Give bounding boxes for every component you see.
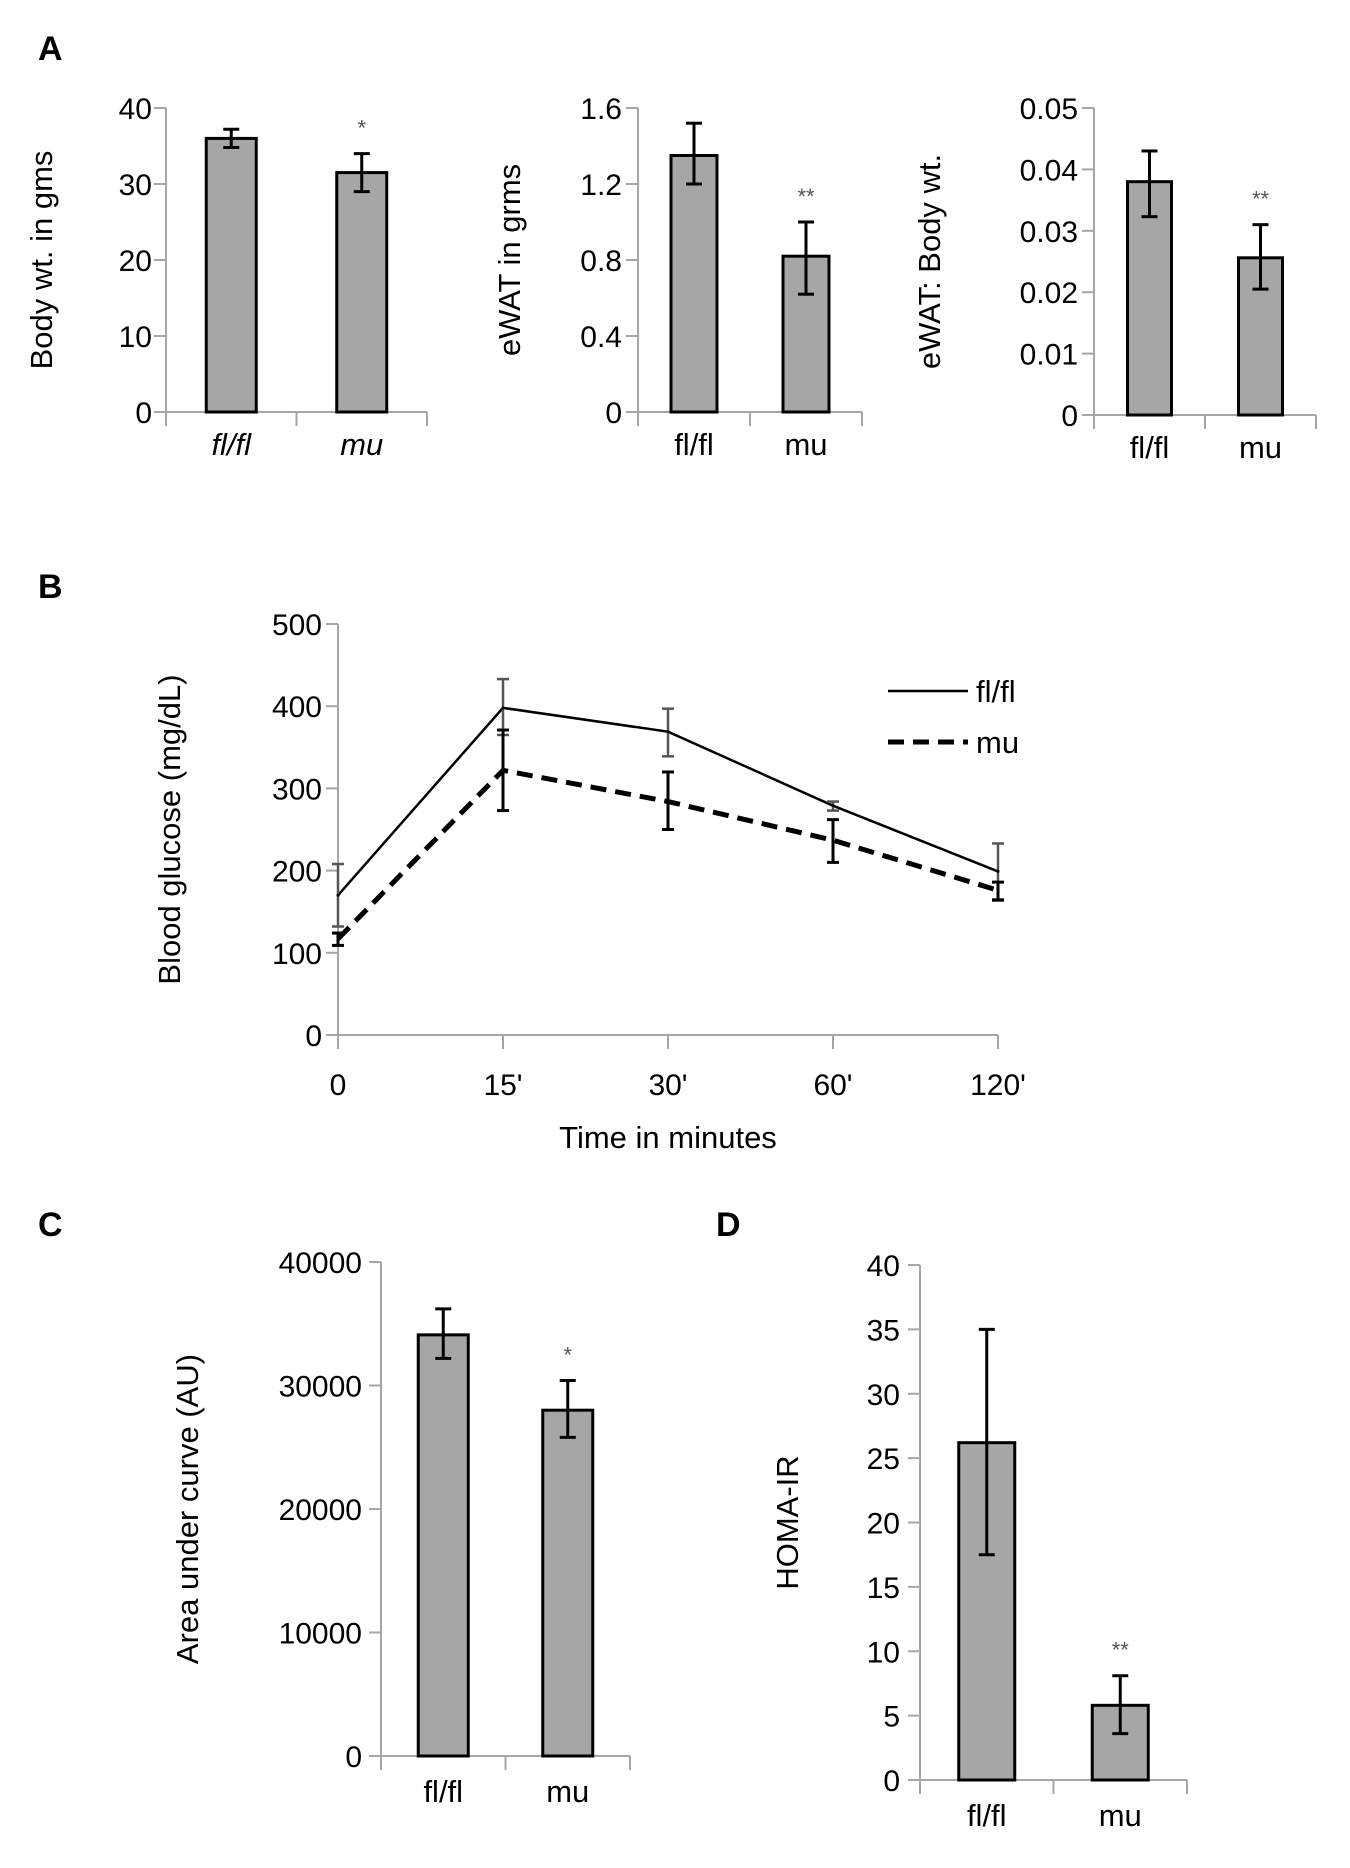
y-axis-label: eWAT: Body wt. (912, 154, 947, 369)
y-tick-label: 40 (119, 93, 152, 126)
data-point (831, 804, 835, 808)
x-axis-label: Time in minutes (559, 1120, 777, 1155)
data-point (831, 838, 835, 842)
bar-fl-fl (669, 154, 719, 414)
y-tick-label: 0 (135, 397, 152, 430)
panel-label-d: D (716, 1206, 741, 1244)
chart-a3: 0 0.01 0.02 0.03 0.04 0.05 eWAT: Body wt. fl/fl… (912, 93, 1317, 465)
y-tick-label: 0 (605, 397, 622, 430)
category-label: fl/fl (674, 427, 714, 462)
y-tick-label: 10000 (279, 1618, 362, 1651)
legend-label-mu: mu (976, 725, 1019, 760)
bar-mu (541, 1408, 595, 1758)
y-tick-label: 40 (867, 1250, 900, 1283)
y-tick-label: 20 (119, 245, 152, 278)
chart-d: 0 5 10 15 20 25 30 35 40 HOMA-IR fl/fl ** mu (770, 1250, 1188, 1833)
y-tick-label: 0 (305, 1020, 322, 1053)
y-tick-label: 30 (867, 1379, 900, 1412)
data-point (996, 888, 1000, 892)
significance-marker: ** (1112, 1638, 1130, 1663)
category-label: mu (784, 427, 827, 462)
category-label: fl/fl (967, 1798, 1007, 1833)
y-tick-label: 30 (119, 169, 152, 202)
y-tick-label: 0 (1061, 400, 1078, 433)
significance-marker: * (563, 1343, 572, 1368)
y-tick-label: 20000 (279, 1494, 362, 1527)
y-tick-label: 30000 (279, 1371, 362, 1404)
y-tick-label: 1.6 (580, 93, 622, 126)
category-label: fl/fl (1130, 430, 1170, 465)
data-point (666, 800, 670, 804)
y-tick-label: 0.02 (1020, 277, 1078, 310)
data-point (501, 768, 505, 772)
chart-c: 0 10000 20000 30000 40000 Area under curve (A… (170, 1247, 631, 1809)
chart-b: 0 100 200 300 400 500 Blood glucose (mg/dL) 0 15… (152, 609, 1026, 1155)
x-tick-label: 15' (483, 1069, 522, 1102)
y-axis-label: Blood glucose (mg/dL) (152, 674, 187, 984)
category-label: fl/fl (211, 427, 252, 462)
x-tick-label: 0 (330, 1069, 347, 1102)
category-label: mu (1099, 1798, 1142, 1833)
y-tick-label: 0.8 (580, 245, 622, 278)
x-tick-label: 120' (970, 1069, 1026, 1102)
y-tick-label: 10 (119, 321, 152, 354)
category-label: mu (340, 427, 383, 462)
panel-label-a: A (38, 30, 63, 68)
y-tick-label: 0.4 (580, 321, 622, 354)
bar-fl-fl (1126, 180, 1173, 417)
y-tick-label: 35 (867, 1314, 900, 1347)
y-tick-label: 5 (883, 1701, 900, 1734)
data-point (336, 893, 340, 897)
significance-marker: ** (1252, 187, 1270, 212)
y-tick-label: 40000 (279, 1247, 362, 1280)
category-label: fl/fl (423, 1774, 463, 1809)
panel-label-b: B (38, 568, 63, 606)
y-tick-label: 0.03 (1020, 216, 1078, 249)
y-tick-label: 20 (867, 1508, 900, 1541)
y-tick-label: 0.05 (1020, 93, 1078, 126)
panel-label-c: C (38, 1206, 63, 1244)
legend-label-fl-fl: fl/fl (976, 674, 1016, 709)
y-tick-label: 25 (867, 1443, 900, 1476)
significance-marker: * (357, 116, 366, 141)
chart-a2: 0 0.4 0.8 1.2 1.6 eWAT in grms fl/fl ** mu (492, 93, 863, 462)
chart-a1: 0 10 20 30 40 Body wt. in gms fl/fl * mu (24, 93, 428, 462)
y-tick-label: 10 (867, 1636, 900, 1669)
y-tick-label: 300 (272, 773, 322, 806)
bar-fl-fl (204, 136, 258, 414)
y-tick-label: 0 (345, 1741, 362, 1774)
data-point (501, 706, 505, 710)
y-tick-label: 400 (272, 691, 322, 724)
y-tick-label: 100 (272, 938, 322, 971)
category-label: mu (1239, 430, 1282, 465)
y-axis-label: Body wt. in gms (24, 151, 59, 370)
y-tick-label: 500 (272, 609, 322, 642)
y-tick-label: 0 (883, 1765, 900, 1798)
y-tick-label: 0.04 (1020, 154, 1078, 187)
data-point (666, 730, 670, 734)
data-point (336, 937, 340, 941)
y-axis-label: Area under curve (AU) (170, 1354, 205, 1664)
y-axis-label: HOMA-IR (770, 1455, 805, 1589)
data-point (996, 869, 1000, 873)
category-label: mu (546, 1774, 589, 1809)
bar-mu (335, 171, 389, 414)
y-tick-label: 1.2 (580, 169, 622, 202)
charts-group: 0 10 20 30 40 Body wt. in gms fl/fl * mu 0 0.4 0.8 1… (24, 93, 1317, 1833)
y-tick-label: 0.01 (1020, 339, 1078, 372)
y-tick-label: 200 (272, 856, 322, 889)
x-tick-label: 60' (813, 1069, 852, 1102)
y-tick-label: 15 (867, 1572, 900, 1605)
bar-fl-fl (416, 1333, 470, 1758)
y-axis-label: eWAT in grms (492, 164, 527, 356)
significance-marker: ** (797, 184, 815, 209)
x-tick-label: 30' (648, 1069, 687, 1102)
